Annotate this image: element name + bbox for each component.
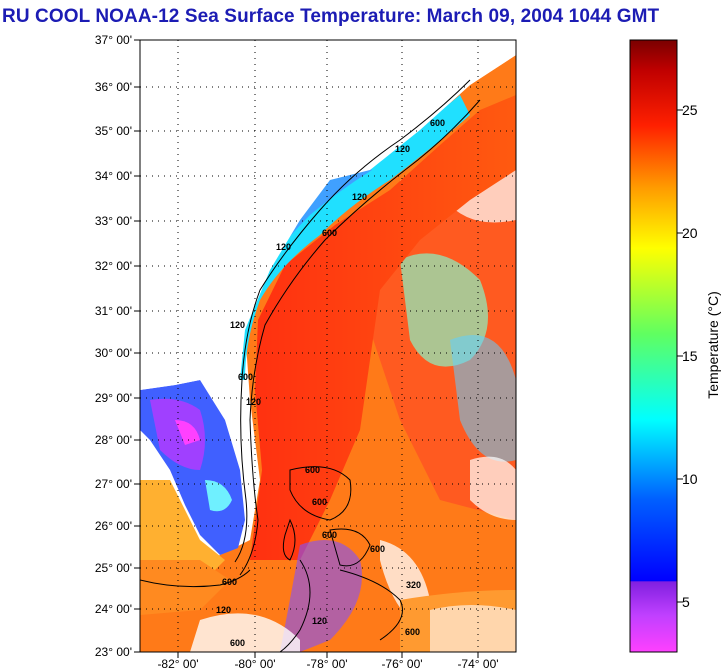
contour-label: 120 (230, 320, 245, 330)
contour-label: 600 (312, 497, 327, 507)
lat-tick: 32° 00' (95, 259, 132, 273)
sst-map[interactable]: 600 120 120 600 120 600 120 600 600 600 … (95, 33, 517, 671)
lat-tick: 28° 00' (95, 433, 132, 447)
lat-tick: 24° 00' (95, 602, 132, 616)
contour-label: 600 (222, 577, 237, 587)
colorbar-tick: 15 (682, 348, 698, 364)
contour-label: 600 (230, 638, 245, 648)
lat-tick: 30° 00' (95, 346, 132, 360)
colorbar-tick: 10 (682, 471, 698, 487)
bahamas-area (280, 540, 362, 652)
longitude-axis: -82° 00' -80° 00' -78° 00' -76° 00' -74°… (157, 657, 498, 671)
lat-tick: 25° 00' (95, 561, 132, 575)
lon-tick: -74° 00' (457, 657, 498, 671)
contour-label: 320 (406, 580, 421, 590)
lon-tick: -76° 00' (381, 657, 422, 671)
map-title: RU COOL NOAA-12 Sea Surface Temperature:… (2, 6, 660, 27)
colorbar-tick: 20 (682, 225, 698, 241)
lon-tick: -82° 00' (157, 657, 198, 671)
contour-label: 120 (246, 397, 261, 407)
contour-label: 600 (238, 372, 253, 382)
contour-label: 600 (305, 465, 320, 475)
lon-tick: -78° 00' (306, 657, 347, 671)
colorbar-label: Temperature (°C) (705, 291, 721, 399)
lat-tick: 35° 00' (95, 124, 132, 138)
colorbar-tick: 25 (682, 102, 698, 118)
bathymetry-contours (140, 79, 481, 652)
lat-tick: 26° 00' (95, 519, 132, 533)
lat-tick: 34° 00' (95, 169, 132, 183)
lat-tick: 36° 00' (95, 80, 132, 94)
colorbar: 25 20 15 10 5 Temperature (°C) (629, 39, 721, 653)
lat-tick: 31° 00' (95, 304, 132, 318)
contour-label: 120 (352, 192, 367, 202)
contour-label: 120 (312, 616, 327, 626)
colorbar-gradient (629, 39, 678, 653)
colorbar-tick: 5 (682, 594, 690, 610)
contour-label: 600 (322, 228, 337, 238)
lat-tick: 29° 00' (95, 391, 132, 405)
contour-labels: 600 120 120 600 120 600 120 600 600 600 … (216, 118, 445, 648)
contour-label: 600 (322, 530, 337, 540)
lat-lon-grid (140, 40, 516, 652)
lat-tick: 23° 00' (95, 645, 132, 659)
land-mass (140, 40, 516, 390)
contour-label: 600 (430, 118, 445, 128)
latitude-axis: 37° 00' 36° 00' 35° 00' 34° 00' 33° 00' … (95, 33, 132, 659)
lat-tick: 33° 00' (95, 214, 132, 228)
contour-label: 600 (370, 544, 385, 554)
lat-tick: 27° 00' (95, 477, 132, 491)
lat-tick: 37° 00' (95, 33, 132, 47)
contour-label: 120 (276, 242, 291, 252)
map-frame (139, 39, 517, 653)
contour-label: 120 (216, 605, 231, 615)
gulf-stream (250, 95, 516, 560)
contour-label: 600 (405, 627, 420, 637)
contour-label: 120 (395, 144, 410, 154)
lon-tick: -80° 00' (234, 657, 275, 671)
